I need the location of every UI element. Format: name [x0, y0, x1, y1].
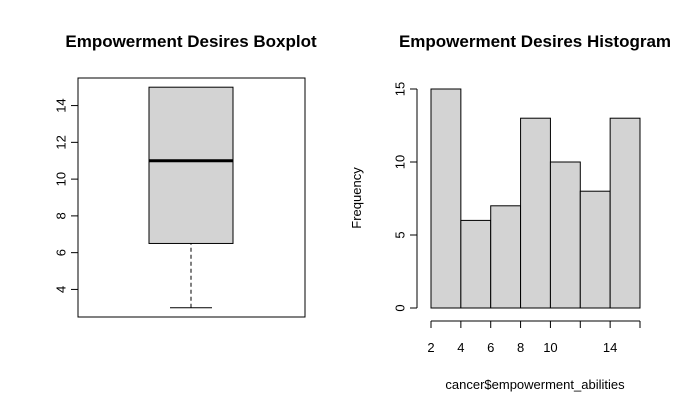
boxplot-y-tick-label: 14 — [53, 98, 68, 112]
boxplot-y-tick-label: 10 — [53, 172, 68, 186]
histogram-y-tick-label: 15 — [392, 82, 407, 96]
histogram-y-axis-title: Frequency — [349, 167, 364, 229]
histogram-bar — [430, 88, 462, 309]
histogram-x-tick-label: 4 — [457, 340, 464, 355]
histogram-y-tick-label: 5 — [392, 231, 407, 238]
histogram-bar — [460, 219, 492, 309]
boxplot-y-tick-label: 4 — [53, 286, 68, 293]
histogram-bar — [549, 161, 581, 309]
histogram-panel: Empowerment Desires Histogram 0 5 10 15 2 4 6… — [349, 32, 671, 392]
boxplot-y-tick-label: 12 — [53, 135, 68, 149]
histogram-x-tick-label: 2 — [427, 340, 434, 355]
histogram-bar — [490, 205, 522, 309]
boxplot-title: Empowerment Desires Boxplot — [65, 32, 317, 51]
histogram-x-tick-label: 6 — [487, 340, 494, 355]
histogram-title: Empowerment Desires Histogram — [399, 32, 671, 51]
histogram-bars — [430, 88, 641, 309]
boxplot-panel: Empowerment Desires Boxplot 4 6 8 10 12 14 — [53, 32, 317, 318]
histogram-y-tick-label: 0 — [392, 304, 407, 311]
histogram-x-axis-title: cancer$empowerment_abilities — [445, 377, 625, 392]
boxplot-y-axis: 4 6 8 10 12 14 — [53, 98, 79, 293]
histogram-y-tick-label: 10 — [392, 155, 407, 169]
histogram-x-tick-label: 10 — [543, 340, 557, 355]
histogram-bar — [579, 190, 611, 309]
histogram-bar — [609, 117, 641, 309]
histogram-y-axis: 0 5 10 15 — [392, 82, 418, 312]
boxplot-y-tick-label: 6 — [53, 249, 68, 256]
histogram-x-tick-label: 8 — [517, 340, 524, 355]
histogram-bar — [520, 117, 551, 309]
histogram-x-axis: 2 4 6 8 10 14 — [427, 320, 641, 355]
boxplot-body — [148, 86, 234, 309]
histogram-x-tick-label: 14 — [603, 340, 617, 355]
boxplot-y-tick-label: 8 — [53, 212, 68, 219]
boxplot-box — [148, 86, 234, 244]
